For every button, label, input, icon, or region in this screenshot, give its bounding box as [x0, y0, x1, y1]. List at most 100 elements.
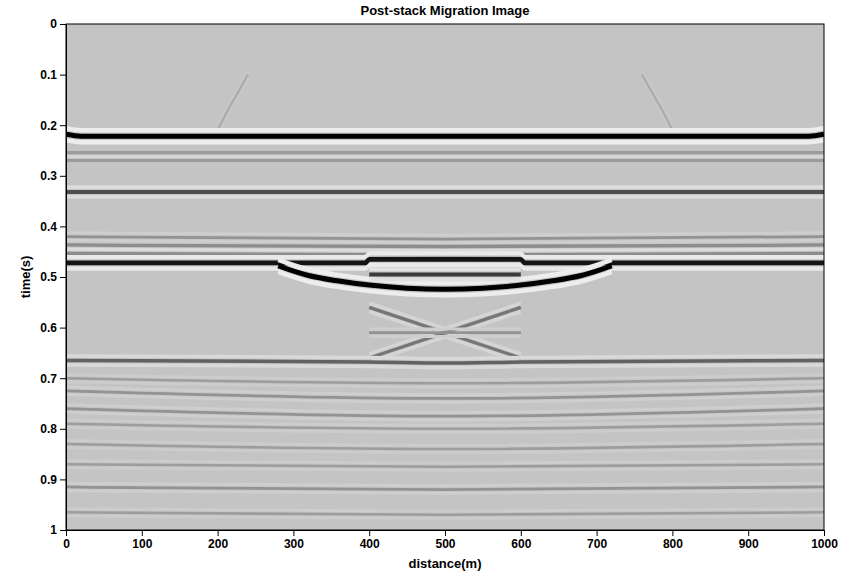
x-tick-mark — [521, 530, 522, 536]
event-sidelobe — [369, 335, 521, 338]
event-sidelobe — [278, 272, 612, 295]
event — [278, 266, 612, 289]
y-axis-title: time(s) — [18, 256, 33, 299]
event-sidelobe — [66, 185, 824, 189]
title: Post-stack Migration Image — [360, 3, 529, 18]
event — [369, 272, 521, 276]
y-tick-mark — [60, 479, 66, 480]
event-sidelobe — [369, 312, 521, 363]
event-sidelobe — [66, 265, 824, 269]
plot: 0100200300400500600700800900100000.10.20… — [40, 17, 838, 550]
y-tick-mark — [60, 530, 66, 531]
event — [66, 487, 824, 490]
x-tick: 300 — [284, 530, 304, 551]
x-tick-label: 400 — [360, 537, 380, 551]
plot-background — [66, 24, 824, 530]
event — [66, 409, 824, 417]
x-tick-mark — [748, 530, 749, 536]
y-tick: 0.4 — [40, 220, 66, 234]
event-sidelobe — [66, 509, 824, 512]
x-tick: 600 — [511, 530, 531, 551]
event — [66, 249, 824, 251]
event — [66, 134, 824, 136]
y-tick: 0.2 — [40, 119, 66, 133]
event — [369, 331, 521, 334]
y-tick-mark — [60, 176, 66, 177]
event — [66, 190, 824, 194]
event-sidelobe — [218, 78, 248, 134]
event — [218, 75, 248, 131]
event — [369, 307, 521, 358]
event-sidelobe — [66, 516, 824, 519]
y-tick-mark — [60, 378, 66, 379]
event-sidelobe — [66, 461, 824, 464]
x-tick-mark — [369, 530, 370, 536]
y-tick-mark — [60, 125, 66, 126]
x-tick-label: 800 — [663, 537, 683, 551]
event-sidelobe — [66, 491, 824, 494]
x-tick-mark — [218, 530, 219, 536]
event-sidelobe — [66, 245, 824, 247]
event-sidelobe — [66, 365, 824, 368]
y-tick: 1 — [50, 523, 66, 537]
x-tick-mark — [824, 530, 825, 536]
event — [66, 237, 824, 240]
event-sidelobe — [369, 312, 521, 363]
event-sidelobe — [66, 159, 824, 162]
y-tick-label: 1 — [50, 523, 57, 537]
y-tick-mark — [60, 24, 66, 25]
x-tick-mark — [142, 530, 143, 536]
x-tick: 0 — [63, 530, 70, 551]
x-tick-mark — [66, 530, 67, 536]
y-tick: 0.8 — [40, 422, 66, 436]
event-sidelobe — [66, 233, 824, 236]
plot-frame — [66, 24, 824, 530]
y-tick-label: 0.4 — [40, 220, 57, 234]
event-sidelobe — [369, 267, 521, 271]
y-tick-label: 0.2 — [40, 119, 57, 133]
y-tick-label: 0.5 — [40, 270, 57, 284]
y-tick: 0 — [50, 17, 66, 31]
y-tick-label: 0.3 — [40, 169, 57, 183]
y-tick: 0.6 — [40, 321, 66, 335]
y-tick: 0.7 — [40, 372, 66, 386]
event-sidelobe — [66, 195, 824, 199]
x-tick: 100 — [132, 530, 152, 551]
event-sidelobe — [369, 327, 521, 330]
y-tick-label: 0.8 — [40, 422, 57, 436]
event — [66, 360, 824, 363]
event — [66, 391, 824, 399]
event-sidelobe — [642, 78, 672, 134]
x-tick: 700 — [587, 530, 607, 551]
y-tick: 0.9 — [40, 473, 66, 487]
x-tick-mark — [293, 530, 294, 536]
x-axis-title: distance(m) — [409, 556, 482, 571]
x-tick-label: 500 — [435, 537, 455, 551]
x-tick: 900 — [739, 530, 759, 551]
x-tick: 400 — [360, 530, 380, 551]
x-axis: 01002003004005006007008009001000 — [63, 530, 838, 551]
x-tick-mark — [672, 530, 673, 536]
event-sidelobe — [66, 483, 824, 486]
x-tick-label: 300 — [284, 537, 304, 551]
y-tick-label: 0.7 — [40, 372, 57, 386]
y-axis: 0 0.1 0.2 0.3 0.4 0.5 0.6 0.7 0.8 0.9 1 — [40, 17, 66, 537]
event — [66, 378, 824, 383]
y-tick-label: 0.1 — [40, 68, 57, 82]
x-tick-label: 900 — [739, 537, 759, 551]
events — [66, 71, 824, 518]
event — [369, 307, 521, 358]
event-sidelobe — [66, 140, 824, 142]
x-tick-label: 0 — [63, 537, 70, 551]
event — [642, 75, 672, 131]
event — [66, 259, 824, 263]
x-tick: 500 — [435, 530, 455, 551]
event — [66, 444, 824, 449]
y-tick-mark — [60, 75, 66, 76]
y-tick-mark — [60, 328, 66, 329]
event-sidelobe — [66, 151, 824, 154]
x-tick: 200 — [208, 530, 228, 551]
event-sidelobe — [66, 356, 824, 359]
event-sidelobe — [369, 303, 521, 354]
y-axis-line — [66, 25, 67, 531]
